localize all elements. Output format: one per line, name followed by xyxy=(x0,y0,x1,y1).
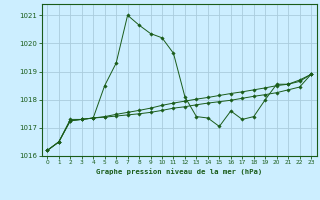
X-axis label: Graphe pression niveau de la mer (hPa): Graphe pression niveau de la mer (hPa) xyxy=(96,168,262,175)
